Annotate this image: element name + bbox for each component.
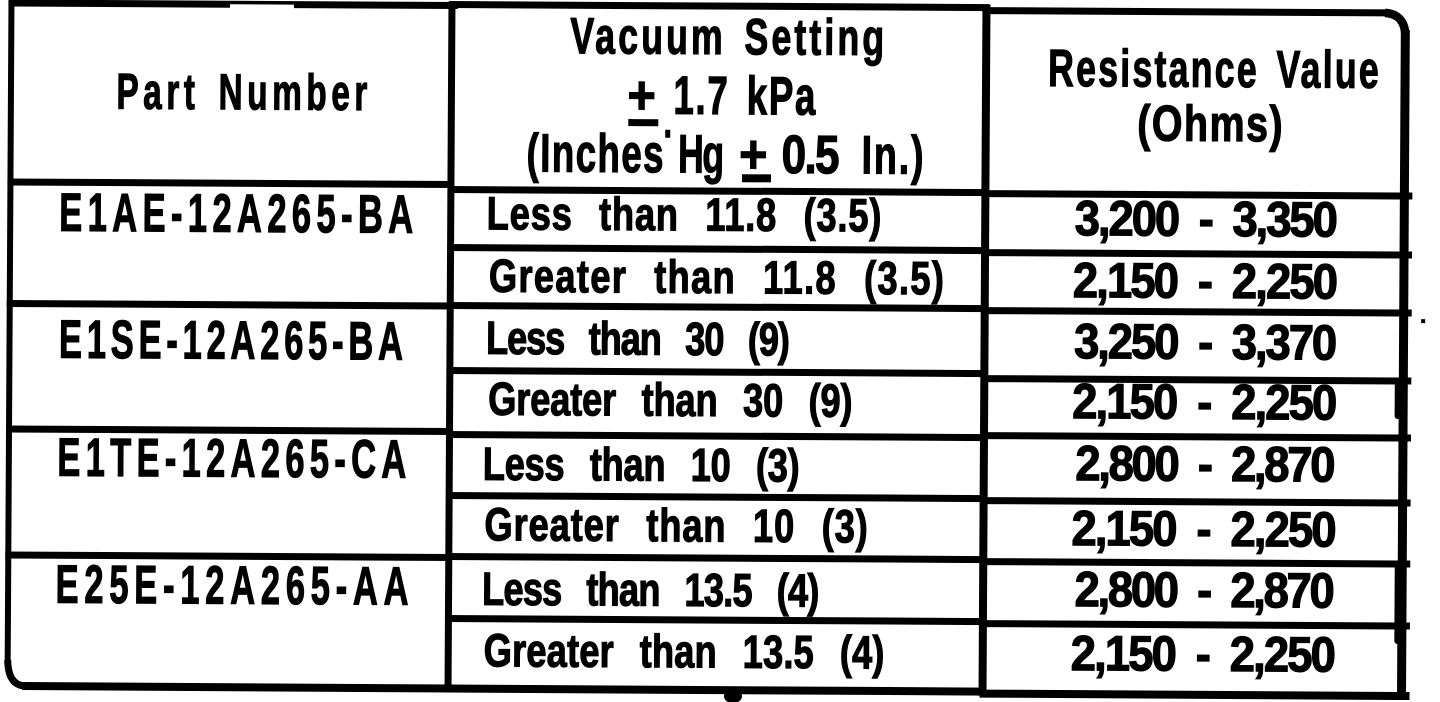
svg-text:(Ohms): (Ohms) — [1137, 95, 1284, 153]
svg-text:2,800 - 2,870: 2,800 - 2,870 — [1074, 562, 1333, 619]
svg-text:Greater than 10 (3): Greater than 10 (3) — [484, 498, 869, 553]
svg-text:In.): In.) — [861, 125, 925, 186]
svg-text:2,150 - 2,250: 2,150 - 2,250 — [1072, 374, 1336, 431]
svg-text:1.7 kPa: 1.7 kPa — [673, 65, 817, 127]
svg-text:Less than 13.5 (4): Less than 13.5 (4) — [482, 562, 819, 616]
svg-text:E1SE-12A265-BA: E1SE-12A265-BA — [59, 309, 408, 372]
svg-text:Less than 10 (3): Less than 10 (3) — [483, 437, 800, 491]
svg-text:E1TE-12A265-CA: E1TE-12A265-CA — [57, 427, 412, 490]
svg-text:Part Number: Part Number — [116, 64, 372, 122]
svg-text:+: + — [739, 123, 768, 184]
svg-text:Resistance Value: Resistance Value — [1048, 38, 1381, 100]
svg-text:Greater than 11.8 (3.5): Greater than 11.8 (3.5) — [489, 249, 946, 304]
svg-text:2,800 - 2,870: 2,800 - 2,870 — [1075, 436, 1334, 493]
svg-text:3,250 - 3,370: 3,250 - 3,370 — [1074, 314, 1336, 371]
svg-text:Greater than 13.5 (4): Greater than 13.5 (4) — [484, 624, 885, 679]
svg-text:Vacuum Setting: Vacuum Setting — [570, 8, 887, 67]
svg-text:E1AE-12A265-BA: E1AE-12A265-BA — [59, 182, 419, 245]
svg-text:2,150 - 2,250: 2,150 - 2,250 — [1071, 501, 1335, 558]
svg-text:Less than 30 (9): Less than 30 (9) — [486, 311, 789, 365]
svg-text:3,200 - 3,350: 3,200 - 3,350 — [1075, 191, 1337, 248]
svg-text:(Inches: (Inches — [526, 122, 665, 184]
svg-text:Hg: Hg — [678, 124, 723, 184]
svg-text:+: + — [627, 64, 656, 125]
svg-text:Less than 11.8 (3.5): Less than 11.8 (3.5) — [487, 187, 883, 242]
svg-text:E25E-12A265-AA: E25E-12A265-AA — [55, 554, 414, 617]
svg-text:2,150 - 2,250: 2,150 - 2,250 — [1073, 253, 1337, 310]
svg-text:2,150 - 2,250: 2,150 - 2,250 — [1071, 626, 1335, 683]
svg-text:Greater than 30 (9): Greater than 30 (9) — [488, 372, 853, 427]
svg-text:0.5: 0.5 — [781, 125, 839, 185]
